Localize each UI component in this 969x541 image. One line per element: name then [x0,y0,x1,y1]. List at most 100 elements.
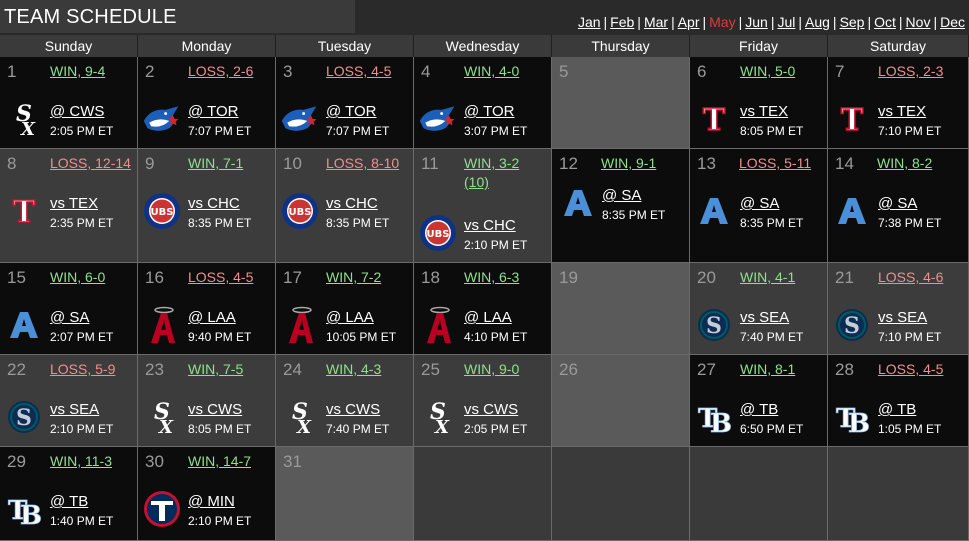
opponent-link[interactable]: @ TB [740,401,779,418]
game-result[interactable]: WIN, 8-1 [740,361,796,377]
calendar-day-16[interactable]: 16 LOSS, 4-5 @ LAA 9:40 PM ET [138,263,276,355]
game-result[interactable]: WIN, 6-0 [50,269,106,285]
game-result[interactable]: LOSS, 12-14 [50,155,131,171]
game-result[interactable]: WIN, 6-3 [464,269,520,285]
calendar-day-15[interactable]: 15 WIN, 6-0 @ SA 2:07 PM ET [0,263,138,355]
game-result[interactable]: LOSS, 5-9 [50,361,116,377]
game-result[interactable]: WIN, 5-0 [740,63,796,79]
opponent-link[interactable]: vs TEX [50,195,99,212]
game-result[interactable]: WIN, 4-1 [740,269,796,285]
game-result[interactable]: WIN, 9-4 [50,63,106,79]
month-link-oct[interactable]: Oct [874,14,896,30]
month-link-sep[interactable]: Sep [839,14,865,30]
month-link-jun[interactable]: Jun [745,14,768,30]
title-box: TEAM SCHEDULE [0,0,355,33]
game-result[interactable]: LOSS, 4-5 [326,63,392,79]
calendar-day-14[interactable]: 14 WIN, 8-2 @ SA 7:38 PM ET [828,149,969,263]
calendar-day-9[interactable]: 9 WIN, 7-1 UBS vs CHC 8:35 PM ET [138,149,276,263]
calendar-day-12[interactable]: 12 WIN, 9-1 @ SA 8:35 PM ET [552,149,690,263]
opponent-link[interactable]: @ LAA [464,309,512,326]
month-link-apr[interactable]: Apr [677,14,700,30]
calendar-day-30[interactable]: 30 WIN, 14-7 @ MIN 2:10 PM ET [138,447,276,541]
opponent-link[interactable]: @ SA [602,187,642,204]
game-result[interactable]: WIN, 4-3 [326,361,382,377]
calendar-day-10[interactable]: 10 LOSS, 8-10 UBS vs CHC 8:35 PM ET [276,149,414,263]
opponent-link[interactable]: vs SEA [50,401,100,418]
opponent-link[interactable]: vs SEA [740,309,790,326]
game-result[interactable]: LOSS, 4-6 [878,269,944,285]
month-link-may[interactable]: May [709,14,736,30]
opponent-link[interactable]: vs CWS [188,401,243,418]
opponent-link[interactable]: @ MIN [188,493,235,510]
svg-text:T: T [841,103,864,136]
game-result[interactable]: WIN, 14-7 [188,453,252,469]
opponent-link[interactable]: @ SA [740,195,780,212]
game-result[interactable]: LOSS, 4-5 [878,361,944,377]
month-link-dec[interactable]: Dec [940,14,965,30]
opponent-link[interactable]: vs TEX [740,103,789,120]
calendar-day-29[interactable]: 29 WIN, 11-3 T B @ TB 1:40 PM ET [0,447,138,541]
game-result[interactable]: WIN, 11-3 [50,453,112,469]
calendar-day-18[interactable]: 18 WIN, 6-3 @ LAA 4:10 PM ET [414,263,552,355]
calendar-day-13[interactable]: 13 LOSS, 5-11 @ SA 8:35 PM ET [690,149,828,263]
month-link-feb[interactable]: Feb [610,14,635,30]
opponent-link[interactable]: @ TOR [326,103,377,120]
game-result[interactable]: WIN, 4-0 [464,63,520,79]
opponent-link[interactable]: vs SEA [878,309,928,326]
opponent-link[interactable]: vs TEX [878,103,927,120]
month-link-mar[interactable]: Mar [643,14,669,30]
opponent-link[interactable]: @ SA [878,195,918,212]
opponent-link[interactable]: @ CWS [50,103,105,120]
calendar-day-2[interactable]: 2 LOSS, 2-6 @ TOR 7:07 PM ET [138,57,276,149]
calendar-day-1[interactable]: 1 WIN, 9-4 S X @ CWS 2:05 PM ET [0,57,138,149]
opponent-link[interactable]: @ LAA [326,309,374,326]
opponent-link[interactable]: @ TB [50,493,89,510]
game-result[interactable]: LOSS, 2-3 [878,63,944,79]
game-result[interactable]: WIN, 7-5 [188,361,244,377]
game-result[interactable]: LOSS, 5-11 [739,155,812,171]
opponent-link[interactable]: @ TOR [188,103,239,120]
opponent-link[interactable]: vs CHC [326,195,378,212]
game-result[interactable]: WIN, 8-2 [877,155,933,171]
game-result[interactable]: WIN, 3-2 [464,155,520,171]
month-link-nov[interactable]: Nov [905,14,931,30]
game-result[interactable]: LOSS, 8-10 [326,155,400,171]
game-result[interactable]: WIN, 9-1 [601,155,657,171]
calendar-day-17[interactable]: 17 WIN, 7-2 @ LAA 10:05 PM ET [276,263,414,355]
calendar-day-4[interactable]: 4 WIN, 4-0 @ TOR 3:07 PM ET [414,57,552,149]
day-number: 24 [283,360,302,379]
calendar-day-11[interactable]: 11 WIN, 3-2 (10) UBS vs CHC 2:10 PM ET [414,149,552,263]
calendar-day-3[interactable]: 3 LOSS, 4-5 @ TOR 7:07 PM ET [276,57,414,149]
month-link-jul[interactable]: Jul [777,14,796,30]
opponent-link[interactable]: @ LAA [188,309,236,326]
opponent-link[interactable]: vs CWS [464,401,519,418]
game-result-extra-innings[interactable]: (10) [464,174,489,190]
game-result[interactable]: LOSS, 4-5 [188,269,254,285]
game-result[interactable]: WIN, 7-1 [188,155,244,171]
opponent-link[interactable]: vs CWS [326,401,381,418]
calendar-day-28[interactable]: 28 LOSS, 4-5 T B @ TB 1:05 PM ET [828,355,969,447]
opponent-link[interactable]: vs CHC [188,195,240,212]
calendar-day-27[interactable]: 27 WIN, 8-1 T B @ TB 6:50 PM ET [690,355,828,447]
game-result[interactable]: WIN, 7-2 [326,269,382,285]
game-result[interactable]: LOSS, 2-6 [188,63,254,79]
opponent-link[interactable]: @ TOR [464,103,515,120]
opponent-link[interactable]: vs CHC [464,217,516,234]
opponent-link[interactable]: @ SA [50,309,90,326]
month-link-aug[interactable]: Aug [805,14,830,30]
month-link-jan[interactable]: Jan [577,14,601,30]
opponent-link[interactable]: @ TB [878,401,917,418]
game-result[interactable]: WIN, 9-0 [464,361,520,377]
weekday-wednesday: Wednesday [414,35,552,57]
